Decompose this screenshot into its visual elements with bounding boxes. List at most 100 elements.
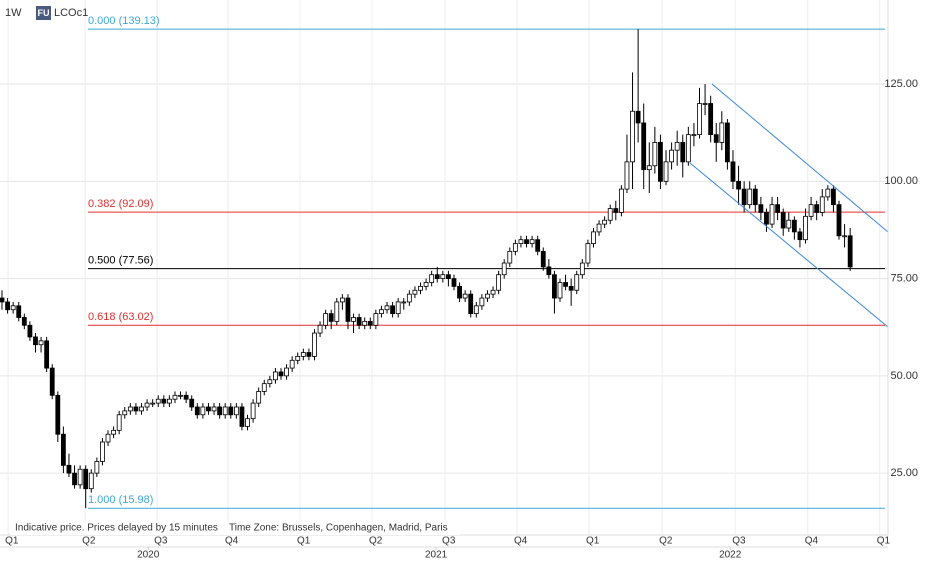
candle-body [127,406,133,412]
candle-body [384,305,390,311]
candle-body [312,332,317,357]
candle-body [16,305,22,318]
candle-body [501,262,507,276]
candle-body [674,142,680,151]
candle-body [579,262,585,276]
candle-body [752,188,758,206]
y-tick-label: 50.00 [890,370,918,382]
candle-body [395,301,401,315]
candle-body [295,356,301,361]
candle-body [496,274,502,291]
candle-body [440,274,446,279]
candle-body [0,297,5,303]
candle-body [317,324,323,334]
candle-body [646,165,652,171]
channel-upper [711,83,889,233]
candle-body [83,468,89,490]
candle-body [786,219,792,229]
candle-body [713,134,719,143]
candle-body [596,223,602,233]
candle-body [747,188,753,206]
candle-body [624,161,630,190]
candle-body [769,204,775,225]
candle-body [585,243,591,264]
candle-body [423,282,429,287]
candle-body [685,134,691,163]
candle-body [535,239,541,252]
candle-body [406,293,412,303]
candle-body [418,285,423,291]
candle-body [552,274,557,299]
candle-body [557,282,563,299]
candle-body [725,122,730,163]
x-tick-label: Q1 [5,536,19,547]
candle-body [842,235,847,238]
level-label: 0.618 (63.02) [88,311,153,323]
symbol: LCOc1 [54,7,88,19]
x-tick-label: Q4 [805,536,819,547]
candle-body [434,274,440,279]
candle-body [284,367,289,377]
candle-body [512,243,518,252]
x-tick-label: Q4 [514,536,528,547]
candle-body [77,468,83,486]
candle-body [524,239,529,244]
candle-body [300,352,306,357]
candle-body [38,340,44,346]
candle-body [228,406,234,416]
candle-body [351,317,356,322]
candle-body [245,418,250,427]
candle-body [836,204,842,237]
candle-body [72,472,77,486]
candle-body [568,285,574,291]
candles [0,29,853,509]
candle-body [367,320,373,326]
candle-body [139,406,144,412]
level-label: 0.000 (139.13) [88,15,160,27]
candle-body [814,204,820,213]
channel-lower [689,162,889,328]
candle-body [88,472,94,490]
candle-body [206,406,211,412]
candle-body [518,239,524,244]
badge: FU [38,8,50,18]
candle-body [144,402,150,408]
candle-body [445,274,451,279]
candle-body [44,340,50,369]
candle-body [267,379,273,385]
candle-body [323,313,329,326]
x-tick-label: Q4 [225,536,239,547]
candle-body [273,371,278,381]
candle-body [306,352,312,357]
candle-body [250,402,256,420]
level-label: 0.382 (92.09) [88,198,153,210]
candle-body [529,239,535,244]
candle-body [468,293,474,315]
candle-body [574,274,580,291]
candle-body [540,250,546,268]
candle-body [379,309,384,315]
candle-body [211,406,217,412]
candle-body [641,122,647,171]
y-tick-label: 25.00 [890,467,918,479]
candle-body [462,293,468,299]
candle-body [278,371,284,377]
candle-body [172,394,178,400]
candle-body [217,406,223,416]
candle-body [10,305,16,311]
x-tick-label: Q2 [82,536,96,547]
candle-body [736,180,741,190]
level-label: 1.000 (15.98) [88,494,153,506]
candle-body [334,301,340,322]
candle-body [602,219,608,225]
candle-body [490,289,496,295]
candle-body [27,324,33,338]
candle-body [356,317,362,326]
candle-body [730,161,736,182]
timezone: Time Zone: Brussels, Copenhagen, Madrid,… [229,523,448,534]
candle-body [775,204,781,213]
candle-body [289,359,295,369]
x-tick-label: Q2 [369,536,383,547]
candle-body [345,297,351,322]
